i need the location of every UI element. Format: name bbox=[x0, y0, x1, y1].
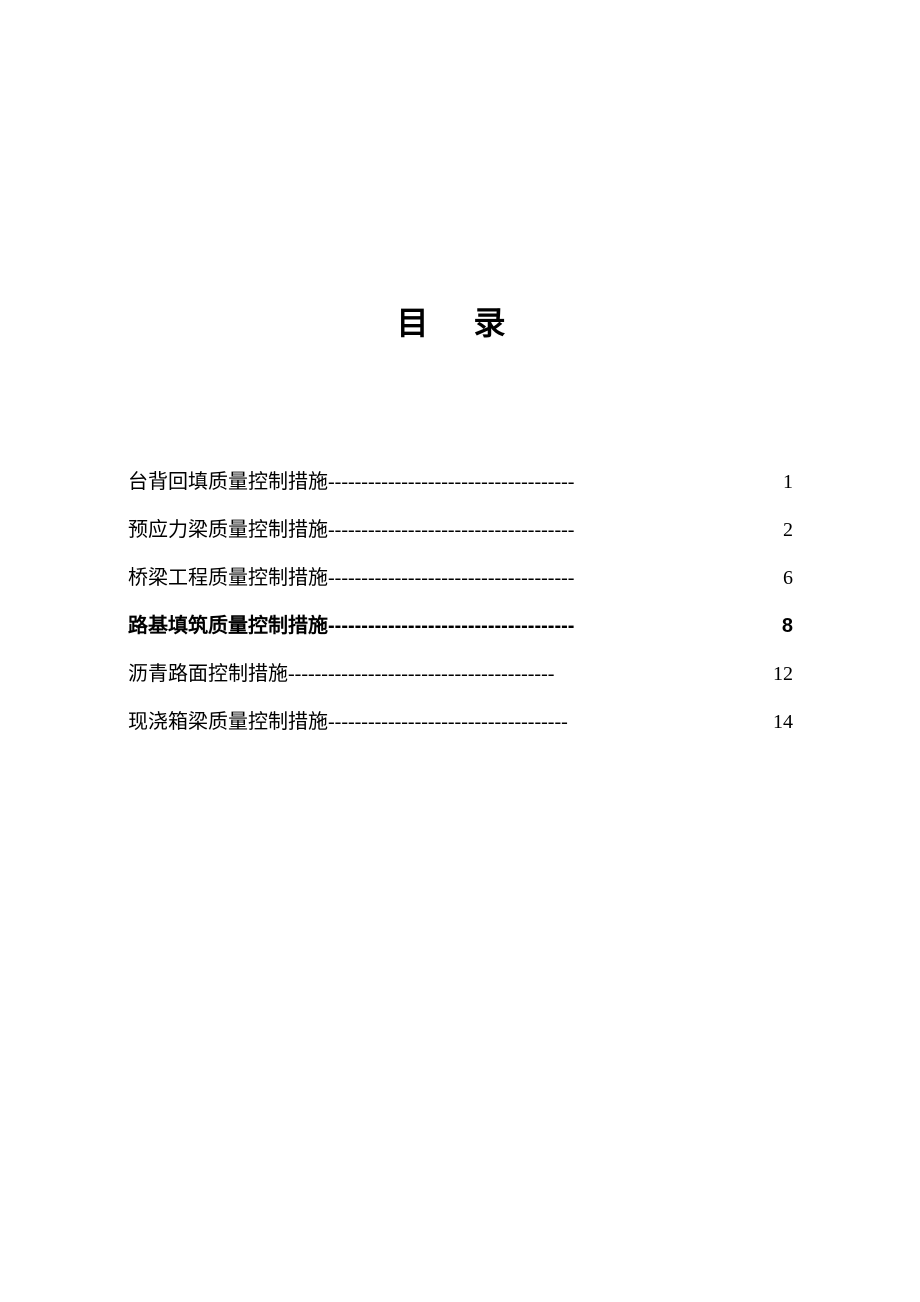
table-of-contents: 台背回填质量控制措施 -----------------------------… bbox=[128, 468, 793, 756]
page-title: 目 录 bbox=[0, 298, 920, 344]
document-page: 目 录 台背回填质量控制措施 -------------------------… bbox=[0, 0, 920, 1302]
toc-page-number: 6 bbox=[783, 564, 793, 592]
toc-label: 路基填筑质量控制措施 bbox=[128, 612, 328, 640]
toc-entry: 桥梁工程质量控制措施 -----------------------------… bbox=[128, 564, 793, 592]
toc-page-number: 12 bbox=[773, 660, 793, 688]
toc-page-number: 14 bbox=[773, 708, 793, 736]
toc-entry: 台背回填质量控制措施 -----------------------------… bbox=[128, 468, 793, 496]
toc-entry: 现浇箱梁质量控制措施 -----------------------------… bbox=[128, 708, 793, 736]
toc-label: 沥青路面控制措施 bbox=[128, 660, 288, 688]
toc-label: 预应力梁质量控制措施 bbox=[128, 516, 328, 544]
toc-entry: 路基填筑质量控制措施 -----------------------------… bbox=[128, 612, 793, 640]
toc-dashes: ------------------------------------- bbox=[328, 516, 783, 544]
toc-entry: 预应力梁质量控制措施 -----------------------------… bbox=[128, 516, 793, 544]
toc-page-number: 2 bbox=[783, 516, 793, 544]
toc-dashes: ---------------------------------------- bbox=[288, 660, 773, 688]
toc-label: 现浇箱梁质量控制措施 bbox=[128, 708, 328, 736]
toc-dashes: ------------------------------------- bbox=[328, 468, 783, 496]
toc-label: 桥梁工程质量控制措施 bbox=[128, 564, 328, 592]
toc-label: 台背回填质量控制措施 bbox=[128, 468, 328, 496]
toc-page-number: 8 bbox=[782, 612, 793, 640]
toc-page-number: 1 bbox=[783, 468, 793, 496]
toc-dashes: ------------------------------------ bbox=[328, 708, 773, 736]
toc-entry: 沥青路面控制措施 -------------------------------… bbox=[128, 660, 793, 688]
toc-dashes: ------------------------------------- bbox=[328, 612, 782, 640]
toc-dashes: ------------------------------------- bbox=[328, 564, 783, 592]
